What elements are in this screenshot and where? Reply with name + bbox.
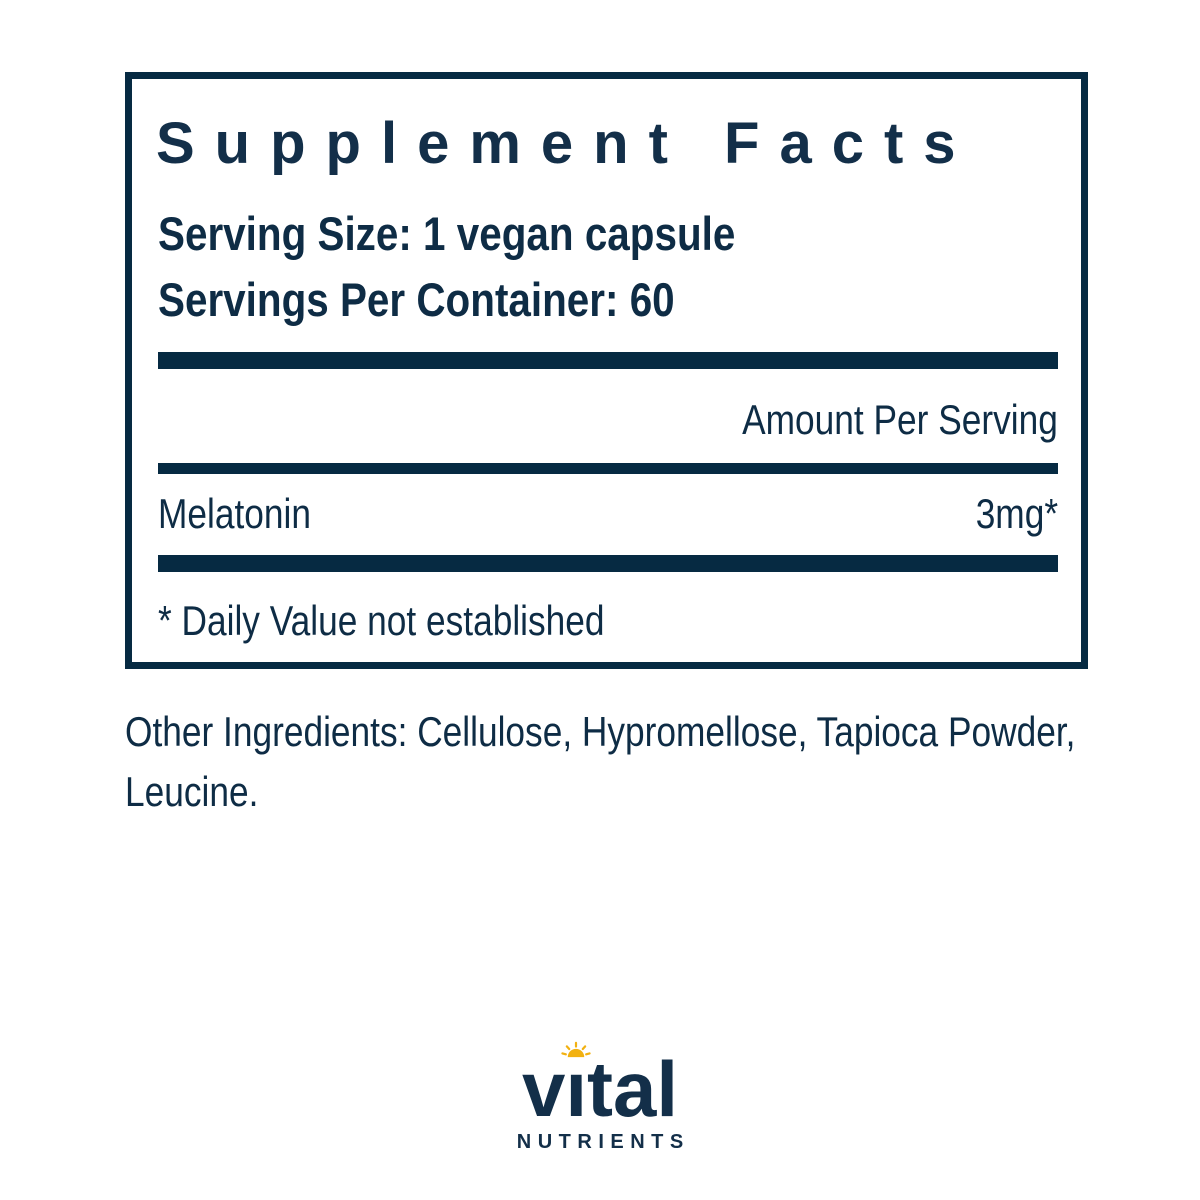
daily-value-footnote: * Daily Value not established xyxy=(158,597,605,644)
divider-thick-bottom xyxy=(158,555,1058,572)
supplement-facts-panel: Supplement Facts Serving Size: 1 vegan c… xyxy=(125,72,1088,669)
sun-icon xyxy=(561,1041,591,1058)
serving-size-line: Serving Size: 1 vegan capsule xyxy=(158,207,736,260)
wordmark-segment-pre: v xyxy=(521,1045,566,1133)
wordmark-segment-post: tal xyxy=(587,1045,679,1133)
amount-per-serving-header: Amount Per Serving xyxy=(742,396,1058,443)
other-ingredients-text: Other Ingredients: Cellulose, Hypromello… xyxy=(125,708,1076,815)
brand-tagline: NUTRIENTS xyxy=(516,1131,690,1153)
brand-logo: v ıtal NUTRIENTS xyxy=(0,1041,1200,1154)
divider-thin-middle xyxy=(158,463,1058,474)
wordmark-i-wrap: ı xyxy=(561,1041,591,1133)
ingredient-row-name: Melatonin xyxy=(158,490,311,537)
panel-title: Supplement Facts xyxy=(156,111,976,176)
serving-info: Serving Size: 1 vegan capsule Servings P… xyxy=(158,201,735,333)
servings-per-container-line: Servings Per Container: 60 xyxy=(158,273,675,326)
wordmark-segment-i-stem: ı xyxy=(565,1045,588,1133)
divider-thick-top xyxy=(158,352,1058,369)
brand-wordmark: v ıtal xyxy=(521,1041,679,1133)
ingredient-row-amount: 3mg* xyxy=(975,490,1058,537)
